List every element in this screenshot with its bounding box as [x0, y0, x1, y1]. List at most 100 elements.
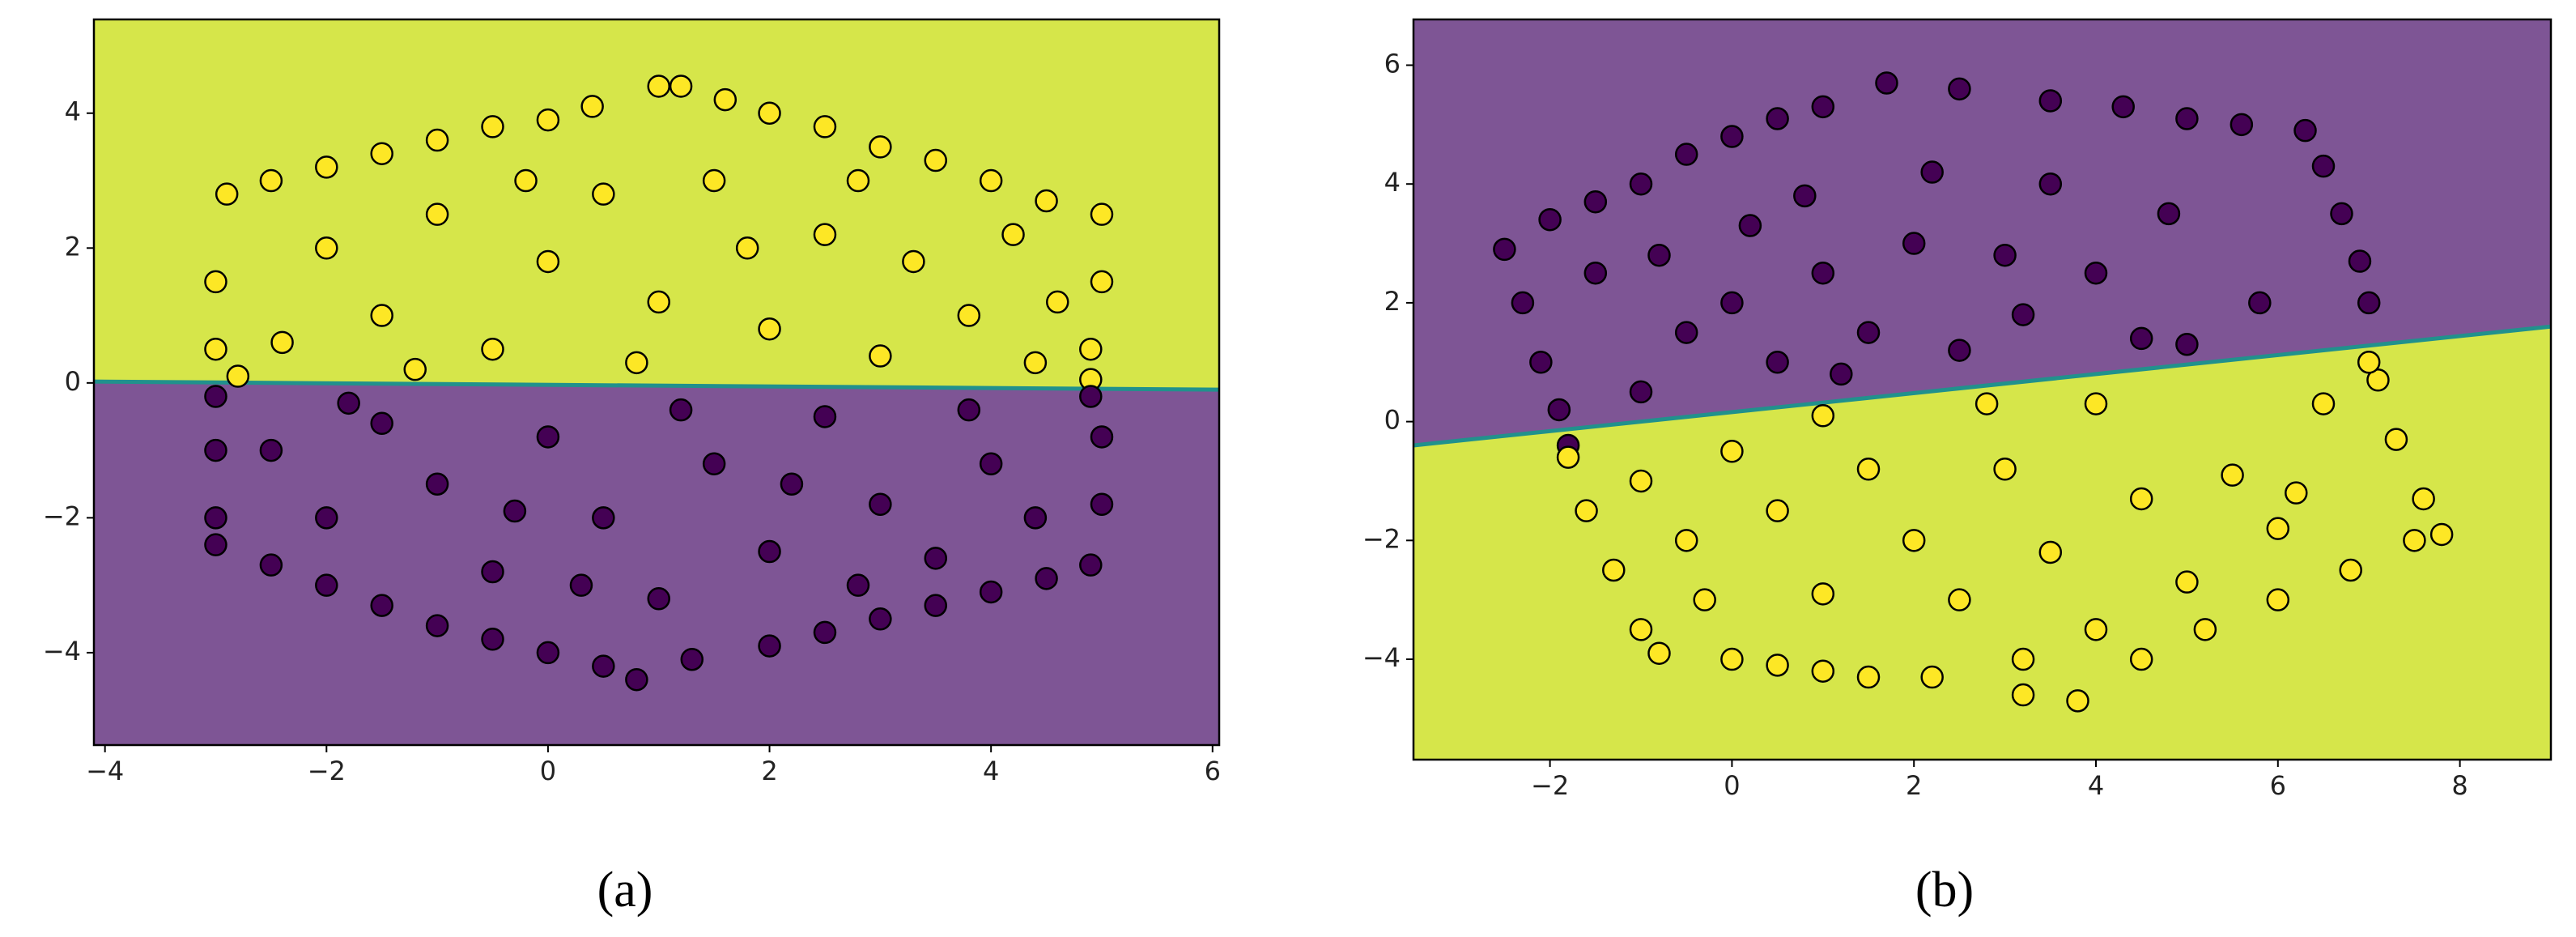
caption: (b) — [1915, 862, 1974, 918]
x-tick-label: −2 — [308, 756, 346, 786]
point — [1575, 499, 1598, 522]
y-tick-label: 2 — [65, 231, 81, 262]
point — [869, 492, 892, 516]
region-above — [1413, 19, 2551, 445]
point — [2221, 463, 2244, 487]
point — [869, 135, 892, 159]
point — [846, 573, 870, 597]
region-below — [94, 381, 1219, 745]
point — [1811, 261, 1835, 285]
point — [2111, 95, 2135, 119]
point — [2330, 202, 2353, 226]
point — [813, 620, 837, 645]
x-tick-label: −2 — [1531, 770, 1569, 801]
point — [1090, 425, 1114, 449]
point — [1583, 261, 1608, 285]
x-tick-label: 4 — [983, 756, 999, 786]
point — [2084, 618, 2108, 641]
point — [1090, 202, 1114, 226]
point — [204, 337, 227, 361]
x-tick-label: 6 — [2270, 770, 2286, 801]
x-tick-label: −4 — [86, 756, 124, 786]
point — [647, 75, 670, 98]
point — [1920, 160, 1944, 184]
y-tick-label: −2 — [1362, 523, 1401, 554]
point — [869, 607, 892, 631]
point — [425, 128, 449, 152]
point — [204, 438, 227, 462]
point — [1079, 385, 1103, 408]
point — [204, 270, 227, 294]
point — [481, 628, 504, 651]
point — [702, 168, 726, 193]
point — [1023, 506, 1048, 530]
point — [315, 506, 338, 530]
point — [2038, 89, 2063, 113]
point — [215, 182, 239, 206]
point — [869, 344, 892, 368]
point — [713, 87, 738, 112]
point — [1035, 567, 1058, 590]
point — [270, 330, 294, 355]
point — [259, 438, 283, 462]
plot-area — [1413, 19, 2551, 760]
point — [924, 547, 948, 570]
point — [1720, 291, 1744, 315]
point — [370, 142, 393, 165]
point — [2366, 368, 2390, 392]
point — [1079, 553, 1103, 577]
point — [1556, 445, 1580, 469]
point — [813, 223, 837, 246]
point — [1811, 582, 1835, 606]
y-tick-label: 2 — [1384, 286, 1401, 317]
point — [1766, 107, 1789, 130]
point — [425, 614, 449, 637]
point — [780, 472, 804, 496]
point — [536, 425, 560, 449]
point — [592, 506, 615, 530]
y-tick-label: −2 — [43, 500, 81, 531]
point — [315, 155, 338, 179]
point — [979, 168, 1003, 193]
point — [924, 594, 948, 617]
point — [1674, 529, 1698, 552]
point — [259, 168, 283, 193]
point — [1856, 458, 1881, 481]
point — [514, 168, 538, 193]
point — [902, 249, 925, 274]
point — [1975, 392, 1999, 415]
point — [1674, 143, 1698, 166]
point — [924, 148, 948, 172]
point — [2266, 588, 2290, 611]
point — [2429, 522, 2454, 547]
point — [1035, 189, 1058, 213]
point — [2230, 113, 2254, 137]
point — [1811, 404, 1835, 428]
point — [1948, 77, 1971, 101]
point — [1538, 207, 1562, 232]
point — [2084, 261, 2108, 285]
point — [1993, 243, 2017, 267]
point — [1629, 172, 1653, 196]
point — [2266, 517, 2290, 540]
x-tick-label: 4 — [2088, 770, 2104, 801]
point — [813, 405, 837, 428]
point — [1720, 647, 1744, 671]
x-tick-label: 0 — [1724, 770, 1740, 801]
point — [204, 533, 227, 556]
point — [2193, 618, 2217, 641]
point — [1811, 659, 1835, 683]
point — [1766, 499, 1789, 522]
point — [2403, 529, 2426, 552]
point — [580, 95, 604, 118]
point — [403, 357, 427, 381]
point — [2285, 481, 2308, 505]
point — [1529, 351, 1553, 374]
point — [702, 452, 726, 476]
x-tick-label: 2 — [761, 756, 777, 786]
point — [625, 351, 648, 375]
point — [259, 553, 283, 577]
x-tick-label: 2 — [1906, 770, 1922, 801]
point — [481, 337, 504, 361]
